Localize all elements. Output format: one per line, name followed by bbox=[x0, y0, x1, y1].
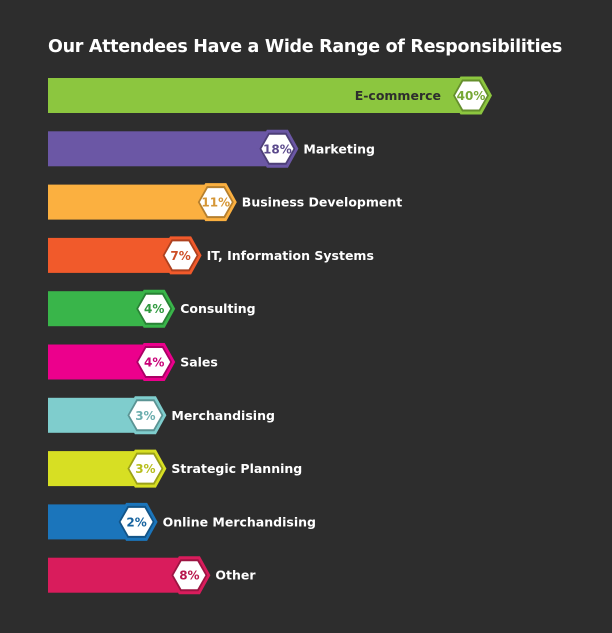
bar-row: 4% Sales bbox=[48, 343, 218, 381]
category-label: Business Development bbox=[242, 195, 402, 210]
value-label: 40% bbox=[457, 89, 486, 103]
bar bbox=[48, 184, 216, 220]
bar bbox=[48, 237, 181, 273]
value-label: 8% bbox=[179, 569, 199, 583]
bar-row: 4% Consulting bbox=[48, 289, 256, 328]
value-label: 2% bbox=[126, 515, 146, 529]
category-label: IT, Information Systems bbox=[207, 248, 374, 263]
bar-row: 18% Marketing bbox=[48, 129, 375, 168]
value-badge bbox=[138, 294, 171, 323]
category-label: Strategic Planning bbox=[171, 461, 302, 476]
bar-row: 7% IT, Information Systems bbox=[48, 236, 374, 275]
category-label: Consulting bbox=[180, 301, 255, 316]
value-badge bbox=[129, 401, 162, 430]
value-badge bbox=[120, 507, 153, 536]
bar-row: 8% Other bbox=[48, 556, 256, 595]
value-label: 18% bbox=[263, 142, 292, 156]
value-badge bbox=[164, 241, 197, 270]
bar bbox=[48, 78, 471, 113]
bar-row: 40% E-commerce bbox=[48, 76, 492, 115]
value-label: 4% bbox=[144, 302, 164, 316]
value-badge bbox=[199, 188, 232, 217]
bar-row: 11% Business Development bbox=[48, 183, 402, 222]
bar bbox=[48, 131, 278, 167]
value-badge bbox=[138, 348, 171, 376]
category-label: Online Merchandising bbox=[163, 514, 316, 529]
bar-row: 3% Strategic Planning bbox=[48, 449, 302, 488]
value-label: 7% bbox=[170, 249, 190, 263]
value-badge bbox=[455, 81, 487, 110]
bar-row: 3% Merchandising bbox=[48, 396, 275, 435]
value-label: 3% bbox=[135, 462, 155, 476]
bar bbox=[48, 557, 190, 593]
category-label: Sales bbox=[180, 355, 218, 370]
bar-row: 2% Online Merchandising bbox=[48, 502, 316, 541]
category-label: E-commerce bbox=[355, 88, 441, 103]
value-badge bbox=[261, 134, 294, 163]
category-label: Marketing bbox=[303, 141, 375, 156]
value-badge bbox=[129, 454, 162, 483]
value-label: 3% bbox=[135, 409, 155, 423]
chart-title: Our Attendees Have a Wide Range of Respo… bbox=[48, 37, 562, 57]
value-label: 11% bbox=[201, 196, 230, 210]
category-label: Merchandising bbox=[171, 408, 275, 423]
value-label: 4% bbox=[144, 356, 164, 370]
category-label: Other bbox=[215, 568, 256, 583]
value-badge bbox=[173, 561, 206, 590]
